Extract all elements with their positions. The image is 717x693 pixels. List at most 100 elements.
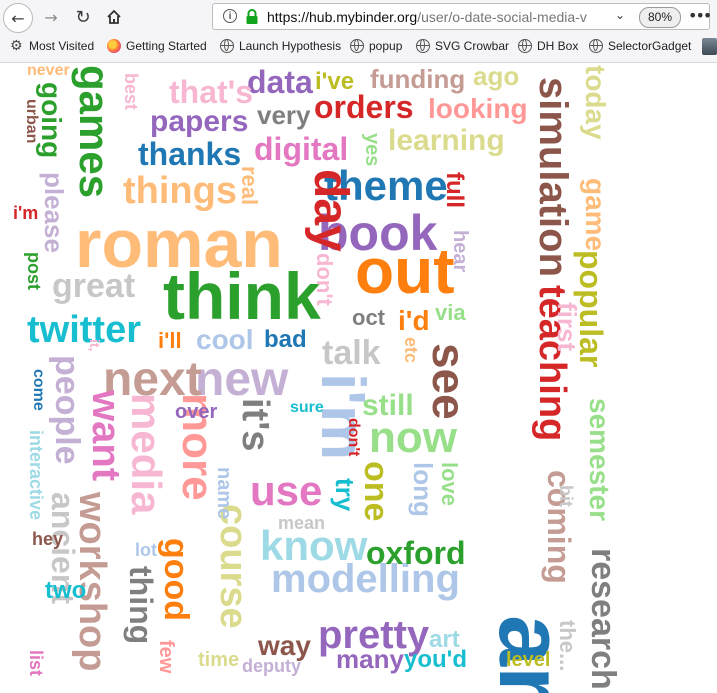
cloud-word: you'd bbox=[404, 646, 467, 673]
back-button[interactable]: ← bbox=[3, 3, 33, 33]
url-path: /user/o-date-social-media-v bbox=[417, 9, 587, 25]
cloud-word: people bbox=[48, 355, 86, 465]
cloud-word: long bbox=[408, 462, 438, 517]
cloud-word: roman bbox=[75, 206, 283, 282]
cloud-word: teaching bbox=[531, 285, 573, 441]
more-options-icon[interactable]: ••• bbox=[688, 6, 712, 25]
cloud-word: thing bbox=[123, 566, 159, 644]
cloud-word: book bbox=[318, 205, 438, 261]
cloud-word: use bbox=[250, 467, 322, 514]
gear-icon: ⚙ bbox=[10, 38, 23, 54]
cloud-word: course bbox=[212, 504, 254, 629]
cloud-word: archaeology bbox=[480, 615, 582, 693]
cloud-word: that's bbox=[169, 74, 253, 110]
cloud-word: real bbox=[237, 166, 262, 205]
cloud-word: the... bbox=[555, 620, 580, 671]
cloud-word: two bbox=[45, 577, 86, 604]
cloud-word: looking bbox=[428, 93, 528, 124]
cloud-word: good bbox=[157, 538, 195, 621]
cloud-word: next bbox=[103, 353, 202, 406]
bookmark-dh-box[interactable]: DH Box bbox=[518, 39, 578, 53]
cloud-word: research bbox=[584, 548, 622, 690]
cloud-word: full bbox=[441, 172, 468, 208]
globe-icon bbox=[350, 39, 364, 53]
cloud-word: via bbox=[435, 300, 466, 325]
cloud-word: deputy bbox=[242, 656, 301, 676]
cloud-word: over bbox=[175, 401, 217, 423]
cloud-word: new bbox=[195, 353, 289, 406]
cloud-word: list bbox=[26, 650, 46, 676]
globe-icon bbox=[518, 39, 532, 53]
cloud-word: semester bbox=[584, 398, 615, 521]
bookmark-svg-crowbar[interactable]: SVG Crowbar bbox=[416, 39, 509, 53]
cloud-word: twitter bbox=[27, 309, 141, 351]
cloud-word: today bbox=[580, 65, 611, 140]
browser-toolbar: ← → ↻ i https://hub.mybinder.org/user/o-… bbox=[0, 0, 717, 63]
bookmark-label: popup bbox=[369, 39, 403, 53]
bookmarks-bar: ⚙ Most Visited Getting Started Launch Hyp… bbox=[0, 35, 717, 61]
bookmark-label: Most Visited bbox=[29, 39, 95, 53]
url-bar[interactable]: i https://hub.mybinder.org/user/o-date-s… bbox=[212, 3, 712, 30]
cloud-word: digital bbox=[254, 131, 348, 167]
cloud-word: name bbox=[213, 467, 235, 519]
zoom-level-button[interactable]: 80% bbox=[639, 7, 681, 28]
bookmark-getting-started[interactable]: Getting Started bbox=[107, 39, 207, 53]
cloud-word: theme bbox=[324, 162, 448, 209]
cloud-word: very bbox=[257, 100, 311, 130]
reload-button[interactable]: ↻ bbox=[70, 4, 96, 30]
cloud-word: way bbox=[257, 630, 311, 661]
forward-button[interactable]: → bbox=[38, 4, 64, 30]
cloud-word: bit bbox=[556, 485, 576, 507]
bookmark-selectorgadget[interactable]: SelectorGadget bbox=[589, 39, 691, 53]
cloud-word: know bbox=[260, 522, 368, 569]
cloud-word: out bbox=[355, 235, 455, 307]
cloud-word: cool bbox=[196, 324, 254, 355]
bookmark-launch-hypothesis[interactable]: Launch Hypothesis bbox=[220, 39, 341, 53]
cloud-word: etc bbox=[401, 337, 421, 363]
cloud-word: please bbox=[39, 172, 69, 253]
cloud-word: i'd bbox=[398, 305, 430, 336]
cloud-word: one bbox=[357, 461, 395, 521]
cloud-word: bad bbox=[264, 326, 307, 353]
cloud-word: orders bbox=[314, 89, 414, 125]
cloud-word: going bbox=[36, 82, 67, 158]
globe-icon bbox=[416, 39, 430, 53]
word-cloud: archaeologyromanthinkouti'mnownewnexttwi… bbox=[13, 62, 622, 693]
bookmark-label: Launch Hypothesis bbox=[239, 39, 342, 53]
cloud-word: day bbox=[304, 169, 357, 252]
avatar[interactable] bbox=[702, 38, 717, 55]
chevron-down-icon[interactable]: ⌄ bbox=[615, 8, 626, 22]
cloud-word: funding bbox=[370, 64, 465, 94]
cloud-word: think bbox=[163, 259, 321, 333]
cloud-word: thanks bbox=[138, 136, 241, 172]
bookmark-most-visited[interactable]: ⚙ Most Visited bbox=[10, 39, 94, 53]
cloud-word: few bbox=[155, 640, 177, 674]
forward-arrow-icon: → bbox=[44, 7, 58, 27]
bookmark-label: SVG Crowbar bbox=[435, 39, 510, 53]
cloud-word: see bbox=[423, 343, 475, 420]
cloud-word: ancient bbox=[45, 492, 81, 604]
cloud-word: hey bbox=[32, 529, 63, 549]
cloud-word: workshop bbox=[71, 491, 113, 671]
cloud-word: things bbox=[123, 170, 237, 212]
cloud-word: it, bbox=[87, 339, 103, 351]
cloud-word: come bbox=[30, 369, 47, 411]
firefox-icon bbox=[107, 39, 121, 53]
cloud-word: still bbox=[362, 389, 414, 422]
cloud-word: interactive bbox=[26, 430, 46, 520]
bookmark-popup[interactable]: popup bbox=[350, 39, 402, 53]
home-button[interactable] bbox=[101, 4, 127, 30]
home-icon bbox=[107, 9, 121, 24]
cloud-word: games bbox=[71, 65, 118, 198]
cloud-word: don't bbox=[312, 253, 337, 307]
info-icon[interactable]: i bbox=[223, 9, 237, 23]
cloud-word: i'll bbox=[158, 328, 182, 353]
url-text[interactable]: https://hub.mybinder.org/user/o-date-soc… bbox=[267, 9, 619, 25]
cloud-word: great bbox=[52, 267, 135, 305]
cloud-word: art bbox=[429, 626, 460, 653]
bookmark-label: DH Box bbox=[537, 39, 579, 53]
cloud-word: best bbox=[121, 73, 141, 110]
cloud-word: popular bbox=[573, 250, 609, 367]
bookmark-label: SelectorGadget bbox=[608, 39, 692, 53]
cloud-word: modelling bbox=[271, 557, 460, 601]
